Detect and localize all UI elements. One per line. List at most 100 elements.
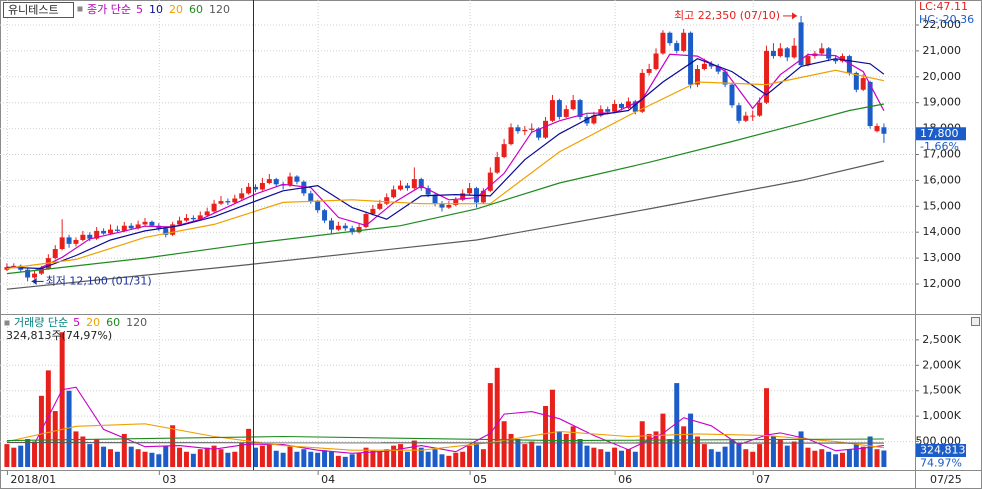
- candle-body: [87, 234, 93, 239]
- volume-bar: [764, 388, 770, 467]
- volume-bar: [584, 445, 590, 467]
- candle-body: [619, 103, 625, 108]
- volume-bar: [487, 383, 493, 467]
- volume-bar: [860, 446, 866, 467]
- volume-bar: [377, 451, 383, 467]
- candle-body: [94, 230, 100, 239]
- volume-bar: [225, 452, 231, 467]
- candle-body: [694, 69, 700, 85]
- legend-entry: 60: [189, 3, 203, 16]
- candle-body: [701, 63, 707, 70]
- candle-body: [460, 193, 466, 200]
- candle-body: [259, 182, 265, 190]
- volume-bar: [508, 433, 514, 467]
- volume-bar: [246, 428, 252, 467]
- candle-body: [308, 193, 314, 202]
- volume-bar: [467, 445, 473, 467]
- candle-body: [556, 100, 562, 117]
- volume-bar: [563, 433, 569, 467]
- candle-body: [239, 193, 245, 199]
- volume-bar: [80, 436, 86, 467]
- volume-bar: [425, 451, 431, 467]
- candle-body: [467, 188, 473, 194]
- volume-bar: [480, 449, 486, 467]
- volume-bar: [384, 449, 390, 467]
- candle-body: [432, 194, 438, 204]
- volume-bar: [494, 367, 500, 467]
- volume-bar: [722, 446, 728, 467]
- volume-bar: [32, 441, 38, 467]
- current-volume-box: [916, 443, 966, 457]
- candle-body: [819, 48, 825, 54]
- candle-body: [632, 101, 638, 112]
- volume-bar: [757, 444, 763, 467]
- candle-body: [398, 185, 404, 190]
- x-tick-label: 07: [756, 473, 770, 486]
- candle-body: [881, 127, 887, 134]
- volume-bar: [881, 450, 887, 467]
- volume-bar: [556, 431, 562, 467]
- volume-bar: [349, 454, 355, 467]
- annotation-label: 최고 22,350 (07/10): [674, 9, 780, 22]
- volume-bar: [543, 405, 549, 467]
- candle-body: [177, 220, 183, 225]
- volume-bar: [38, 395, 44, 467]
- volume-bar: [743, 449, 749, 467]
- candle-body: [121, 225, 127, 231]
- x-tick-label: 2018/01: [10, 473, 56, 486]
- y-tick-label: 2,500K: [922, 333, 961, 346]
- last-price-label: 17,800: [920, 127, 959, 140]
- volume-bar: [625, 449, 631, 467]
- candle-body: [391, 189, 397, 198]
- y-tick-label: 12,000: [923, 277, 962, 290]
- last-price-box: [916, 127, 966, 141]
- candle-body: [294, 176, 300, 182]
- volume-bar: [605, 451, 611, 467]
- candle-body: [612, 103, 618, 112]
- candle-body: [439, 203, 445, 208]
- volume-bar: [328, 451, 334, 467]
- candle-body: [777, 48, 783, 57]
- volume-bar: [750, 451, 756, 467]
- symbol-box[interactable]: [3, 2, 74, 18]
- candle-body: [860, 78, 866, 90]
- candle-body: [370, 208, 376, 215]
- x-tick-label: 05: [473, 473, 487, 486]
- candle-body: [681, 32, 687, 51]
- candle-body: [335, 225, 341, 230]
- candle-body: [833, 58, 839, 62]
- volume-bar: [11, 447, 17, 467]
- volume-bar: [273, 450, 279, 467]
- candle-body: [722, 71, 728, 85]
- legend-entry: 120: [209, 3, 230, 16]
- candle-body: [253, 186, 259, 190]
- candle-body: [515, 127, 521, 132]
- candle-body: [846, 56, 852, 73]
- volume-bar: [404, 451, 410, 467]
- legend-entry: 20: [169, 3, 183, 16]
- candle-body: [646, 69, 652, 73]
- label-layer: 종가 단순 5 10 20 60 120 최고 22,350 (07/10) 최저 12,10…: [14, 3, 966, 469]
- volume-bar: [460, 451, 466, 467]
- candle-body: [826, 48, 832, 59]
- volume-bar: [121, 433, 127, 467]
- annotation-arrowhead: [792, 12, 798, 20]
- volume-bar: [784, 445, 790, 467]
- panel-button[interactable]: [971, 317, 980, 326]
- volume-bar: [612, 447, 618, 467]
- volume-bar: [142, 451, 148, 467]
- volume-bar: [128, 446, 134, 467]
- y-tick-label: 19,000: [923, 96, 962, 109]
- candle-body: [315, 201, 321, 211]
- volume-bar: [839, 452, 845, 467]
- annotation-label: 최저 12,100 (01/31): [46, 274, 152, 287]
- volume-bar: [356, 452, 362, 467]
- candle-body: [605, 109, 611, 112]
- candle-body: [328, 220, 334, 230]
- volume-bar: [308, 451, 314, 467]
- y-tick-label: 15,000: [923, 199, 962, 212]
- x-tick-label: 06: [618, 473, 632, 486]
- candle-body: [225, 201, 231, 203]
- x-tick-label: 03: [162, 473, 176, 486]
